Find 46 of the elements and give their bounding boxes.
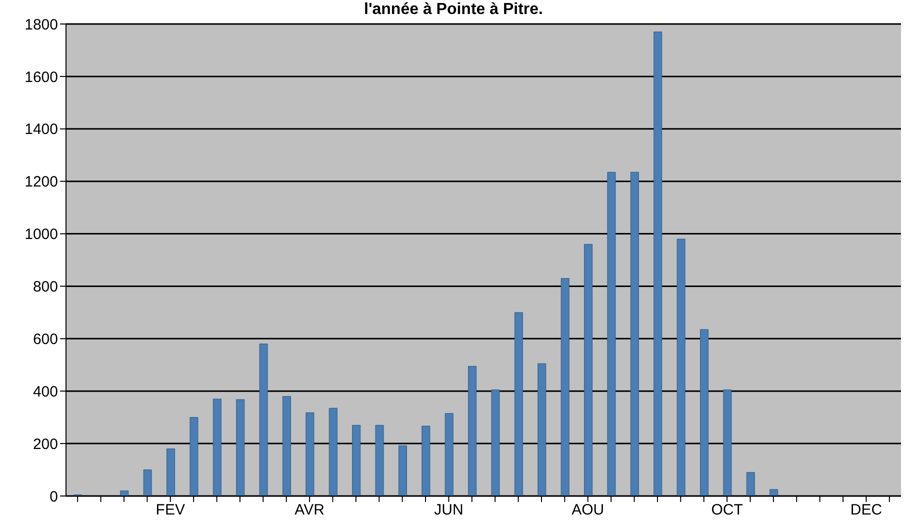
bar	[584, 244, 593, 496]
bar	[607, 172, 616, 496]
bar	[212, 398, 222, 496]
y-tick-label: 1000	[24, 226, 58, 244]
bar	[259, 344, 268, 496]
x-tick-label: JUN	[434, 502, 464, 519]
y-tick-label: 1600	[24, 68, 58, 86]
bar	[630, 172, 639, 496]
bar	[723, 390, 732, 496]
y-tick-label: 0	[50, 488, 58, 506]
bar	[654, 32, 662, 496]
y-tick-label: 200	[32, 436, 58, 453]
bar	[306, 412, 314, 496]
x-tick-label: OCT	[711, 502, 743, 519]
bar	[236, 399, 245, 496]
bar	[444, 413, 454, 496]
y-tick-label: 600	[32, 330, 58, 348]
bar	[538, 363, 546, 496]
bar	[746, 472, 755, 496]
bar	[352, 424, 361, 496]
x-tick-label: AOU	[572, 502, 604, 519]
x-tick-label: FEV	[156, 502, 185, 519]
bar	[143, 470, 152, 496]
bar	[166, 448, 176, 496]
bar	[328, 408, 338, 496]
bar	[560, 278, 570, 496]
bar	[282, 396, 291, 496]
bar	[120, 490, 129, 496]
y-tick-label: 1400	[24, 121, 58, 138]
chart-title: l'année à Pointe à Pitre.	[363, 1, 544, 18]
bar	[422, 426, 430, 496]
bar	[375, 424, 384, 496]
bar	[468, 366, 477, 496]
y-tick-label: 800	[32, 278, 58, 296]
x-tick-label: DEC	[850, 502, 882, 519]
bar	[190, 417, 198, 496]
bar	[770, 489, 778, 496]
bar	[398, 445, 407, 496]
bar	[514, 312, 523, 496]
y-tick-label: 1800	[24, 16, 58, 34]
x-tick-label: AVR	[294, 502, 325, 519]
bar	[676, 238, 686, 496]
y-tick-label: 400	[32, 383, 58, 400]
bar	[491, 390, 500, 496]
bar	[700, 329, 708, 496]
y-tick-label: 1200	[24, 174, 58, 191]
